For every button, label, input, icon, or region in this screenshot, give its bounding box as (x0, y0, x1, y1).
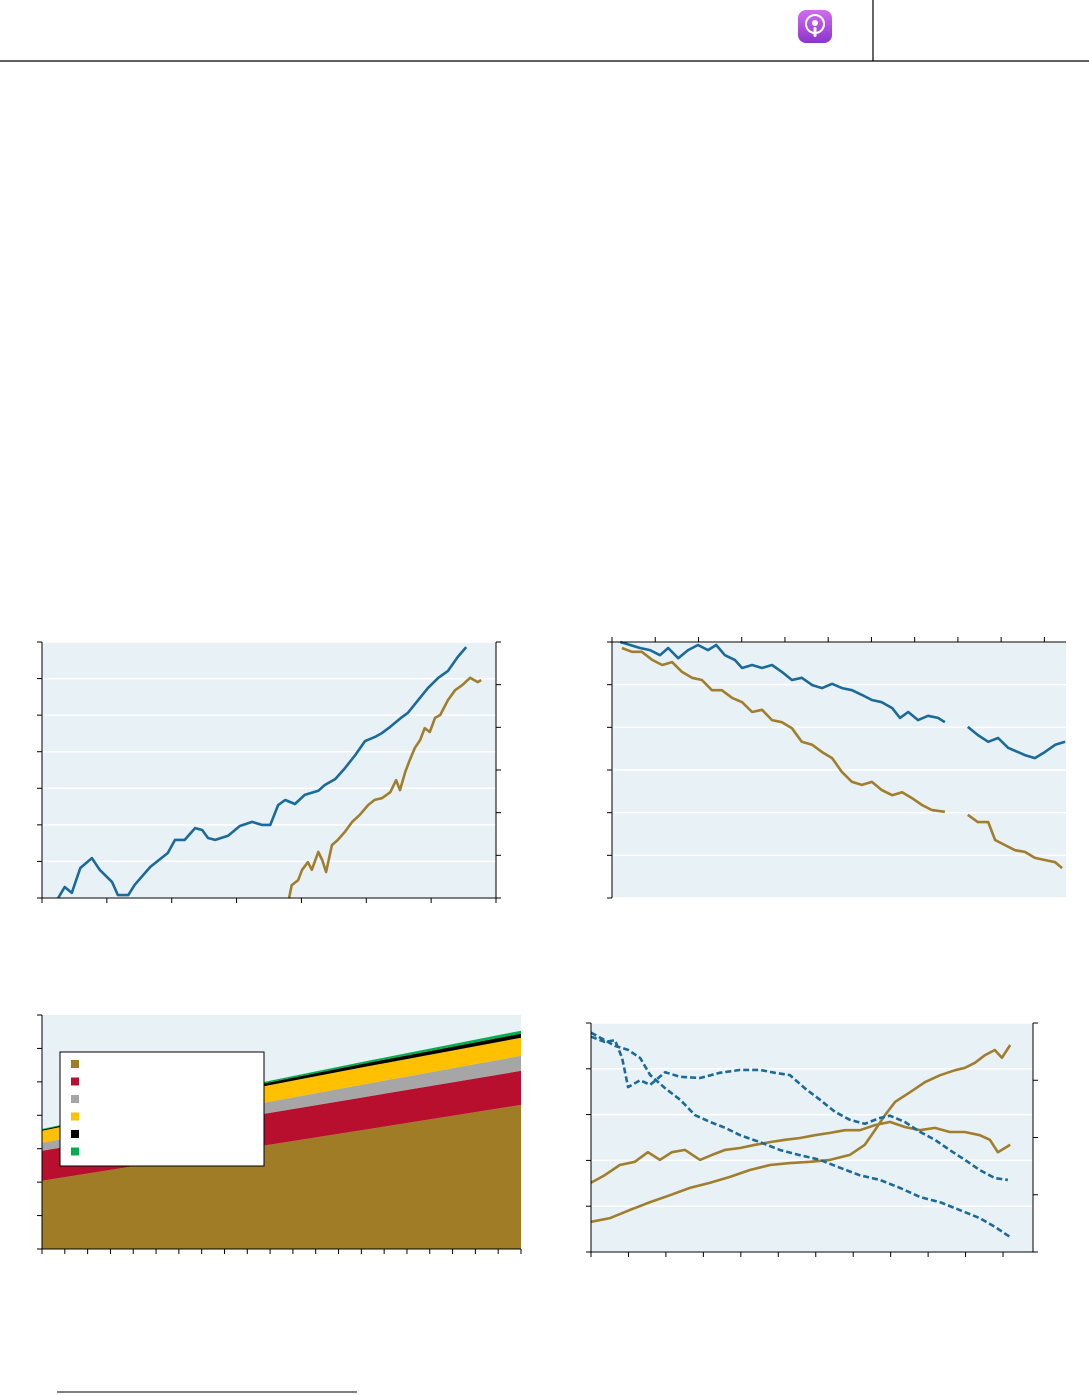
legend-swatch (71, 1112, 79, 1121)
plot-area (591, 1023, 1033, 1252)
data-line (590, 1035, 1009, 1182)
plot-area (42, 642, 496, 898)
chart (607, 637, 1066, 899)
chart (586, 1022, 1038, 1257)
axes (607, 637, 1066, 899)
data-line (590, 1120, 1011, 1184)
plot-content (590, 1022, 1033, 1253)
data-line (590, 1044, 1012, 1224)
legend-swatch (71, 1130, 79, 1138)
legend (59, 1051, 265, 1167)
legend-swatch (71, 1077, 79, 1086)
legend-swatch (71, 1095, 79, 1103)
data-area (42, 1030, 521, 1130)
legend-box (59, 1051, 265, 1167)
data-line (621, 646, 1063, 870)
data-area (42, 1104, 521, 1249)
legend-swatch (71, 1147, 79, 1156)
chart (37, 641, 501, 903)
chart (37, 1014, 522, 1254)
axes (37, 641, 501, 903)
legend-swatch (71, 1060, 79, 1068)
axes (37, 1014, 522, 1254)
data-line (590, 1031, 1011, 1239)
podcast-icon[interactable] (798, 10, 832, 43)
data-area (42, 1033, 521, 1131)
data-line (57, 646, 468, 899)
data-line (619, 640, 1066, 760)
axes (586, 1022, 1038, 1257)
data-line (287, 676, 482, 899)
